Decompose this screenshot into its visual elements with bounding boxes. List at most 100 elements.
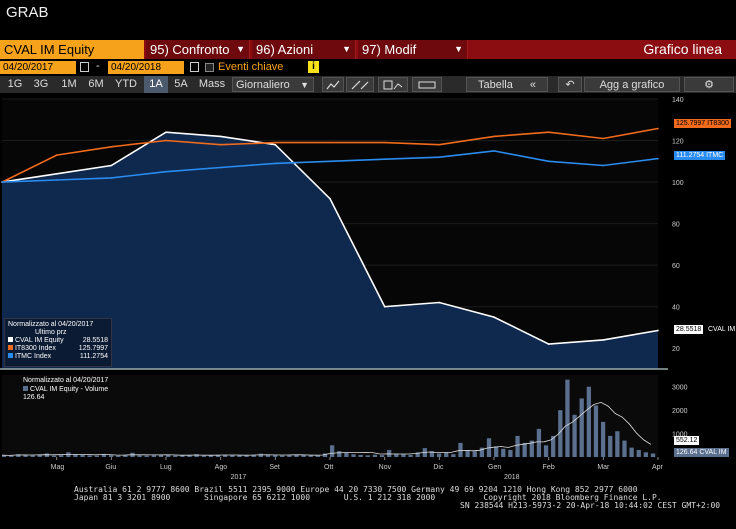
volume-bar [37,454,42,457]
period-ytd[interactable]: YTD [115,78,137,90]
data-point [438,143,441,146]
info-icon[interactable]: i [308,61,319,73]
x-tick-label: Mag [51,464,65,471]
y-tick-label: 40 [672,305,680,312]
volume-bar [230,455,235,457]
data-point [493,135,495,138]
end-date-field[interactable]: 04/20/2018 [108,61,184,74]
legend-item-value: 28.5518 [82,337,108,344]
volume-bar [308,455,313,457]
period-5a[interactable]: 5A [174,78,188,90]
volume-bar [158,454,164,457]
volume-bar [59,455,64,457]
period-1m[interactable]: 1M [61,78,77,90]
volume-legend: Normalizzato al 04/20/2017 CVAL IM Equit… [20,376,134,401]
volume-bar [208,455,214,457]
data-point [55,154,58,156]
volume-bar [237,455,242,457]
volume-bar [94,455,99,457]
data-point [438,301,441,304]
line-chart-icon[interactable] [322,77,344,92]
actions-menu-label: 96) Azioni [256,42,314,57]
volume-bar [501,448,506,457]
y-tick-label: 3000 [672,385,688,392]
volume-bar [536,428,542,457]
legend-item-volume: CVAL IM Equity - Volume 126.64 [20,386,134,402]
modify-menu[interactable]: 97) Modif ▼ [358,40,468,59]
price-legend: Normalizzato al 04/20/2017 Ultimo prz CV… [4,318,112,367]
volume-bar [558,410,563,457]
calendar-icon[interactable] [190,62,199,72]
price-chart[interactable]: 20 40 60 80 100 120 140 1000 2000 3000 Mag Giu Lug A… [0,93,736,485]
events-checkbox[interactable] [205,63,214,72]
add-to-chart-button[interactable]: Agg a grafico [584,77,680,92]
x-tick-label: Ago [215,464,228,471]
volume-bar [394,453,399,457]
settings-tools-icon[interactable] [412,77,442,92]
volume-bar [344,452,349,457]
legend-item-name: IT8300 Index [14,345,56,352]
volume-bar [287,455,292,457]
data-point [165,139,167,142]
data-point [274,143,277,146]
volume-bar [101,453,107,457]
period-1a[interactable]: 1A [144,76,168,93]
volume-bar [265,454,271,457]
volume-bar [80,454,85,457]
volume-bar [508,449,513,457]
period-max[interactable]: Mass [198,78,226,90]
volume-bar [415,452,420,457]
volume-bar [365,455,370,457]
frequency-select[interactable]: Giornaliero ▼ [232,77,314,92]
chevron-down-icon: ▼ [454,44,463,54]
draw-tools-icon[interactable] [346,77,374,92]
legend-item-it8300: IT8300 Index 125.7997 [5,345,111,353]
calendar-icon[interactable] [80,62,89,72]
volume-bar [436,453,442,457]
events-label: Eventi chiave [218,61,284,73]
volume-bar [116,455,121,457]
volume-bar [451,454,456,457]
table-button[interactable]: Tabella « [466,77,548,92]
start-date-field[interactable]: 04/20/2017 [0,61,76,74]
actions-menu[interactable]: 96) Azioni ▼ [252,40,356,59]
volume-bar [551,435,556,457]
volume-bar [215,454,221,457]
data-point [329,197,331,200]
undo-icon[interactable]: ↶ [558,77,582,92]
y-tick-label: 120 [672,139,684,146]
period-6m[interactable]: 6M [88,78,104,90]
volume-bar [629,447,634,457]
period-3g[interactable]: 3G [33,78,49,90]
volume-bar [543,445,549,457]
data-point [219,135,222,138]
compare-menu[interactable]: 95) Confronto ▼ [146,40,250,59]
it8300-last-label: 125.7997 IT8300 [674,119,731,128]
volume-bar [337,451,342,457]
volume-bar [294,454,299,457]
volume-bar [330,445,335,457]
x-tick-label: Gen [488,464,501,471]
volume-bar [73,454,78,457]
zoom-tools-icon[interactable] [378,77,408,92]
y-tick-label: 1000 [672,432,688,439]
y-tick-label: 100 [672,180,684,187]
ticker-field[interactable]: CVAL IM Equity [0,40,144,59]
data-point [1,181,3,183]
chevron-down-icon: ▼ [300,80,309,90]
data-point [547,160,550,163]
data-point [383,141,386,144]
data-point [657,157,659,160]
period-1g[interactable]: 1G [7,78,23,90]
x-tick-label: Apr [652,464,664,471]
footer: Australia 61 2 9777 8600 Brazil 5511 239… [0,485,736,529]
footer-contacts-line1: Australia 61 2 9777 8600 Brazil 5511 239… [74,485,638,494]
volume-bar [51,455,57,457]
data-point [493,316,495,318]
volume-bar [465,449,470,457]
y-tick-label: 80 [672,222,680,229]
volume-bar [494,446,499,457]
legend-item-value: 111.2754 [79,353,108,360]
gear-icon[interactable]: ⚙ [684,77,734,92]
legend-item-value: 125.7997 [78,345,108,352]
